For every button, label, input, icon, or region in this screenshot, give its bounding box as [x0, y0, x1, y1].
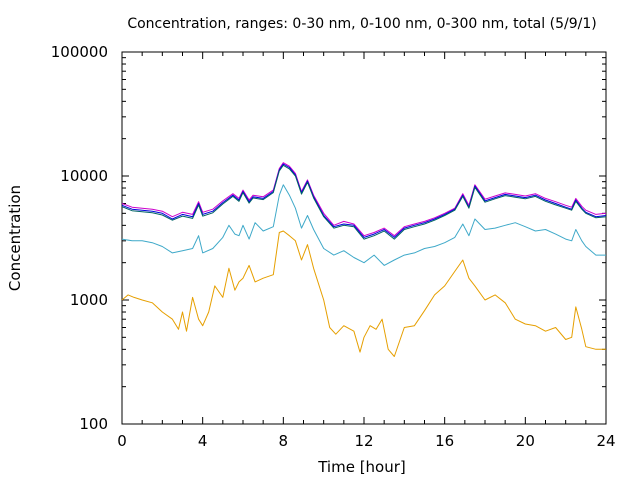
- y-axis-label: Concentration: [6, 185, 24, 291]
- plot-frame: [121, 51, 607, 425]
- series-group: [121, 162, 607, 357]
- x-tick-label: 12: [354, 432, 373, 450]
- major-ticks: [121, 51, 607, 425]
- series-line-1: [121, 162, 607, 237]
- x-axis-label: Time [hour]: [317, 458, 406, 476]
- x-tick-label: 24: [596, 432, 615, 450]
- x-tick-label: 16: [435, 432, 454, 450]
- x-tick-label: 0: [117, 432, 127, 450]
- x-tick-label: 20: [516, 432, 535, 450]
- series-line-2: [121, 163, 607, 238]
- x-tick-label: 4: [198, 432, 208, 450]
- x-tick-labels: 0 4 8 12 16 20 24: [117, 432, 615, 450]
- x-tick-label: 8: [279, 432, 289, 450]
- chart-title: Concentration, ranges: 0-30 nm, 0-100 nm…: [127, 16, 596, 32]
- series-line-4: [121, 184, 606, 266]
- y-tick-label: 100000: [51, 43, 108, 61]
- series-line-3: [121, 164, 607, 240]
- y-tick-label: 1000: [70, 291, 108, 309]
- y-tick-labels: 100 1000 10000 100000: [51, 43, 108, 433]
- plot-area: [121, 51, 607, 425]
- series-line-5: [121, 230, 606, 357]
- y-tick-label: 10000: [60, 167, 108, 185]
- minor-ticks: [122, 52, 606, 424]
- y-tick-label: 100: [79, 415, 108, 433]
